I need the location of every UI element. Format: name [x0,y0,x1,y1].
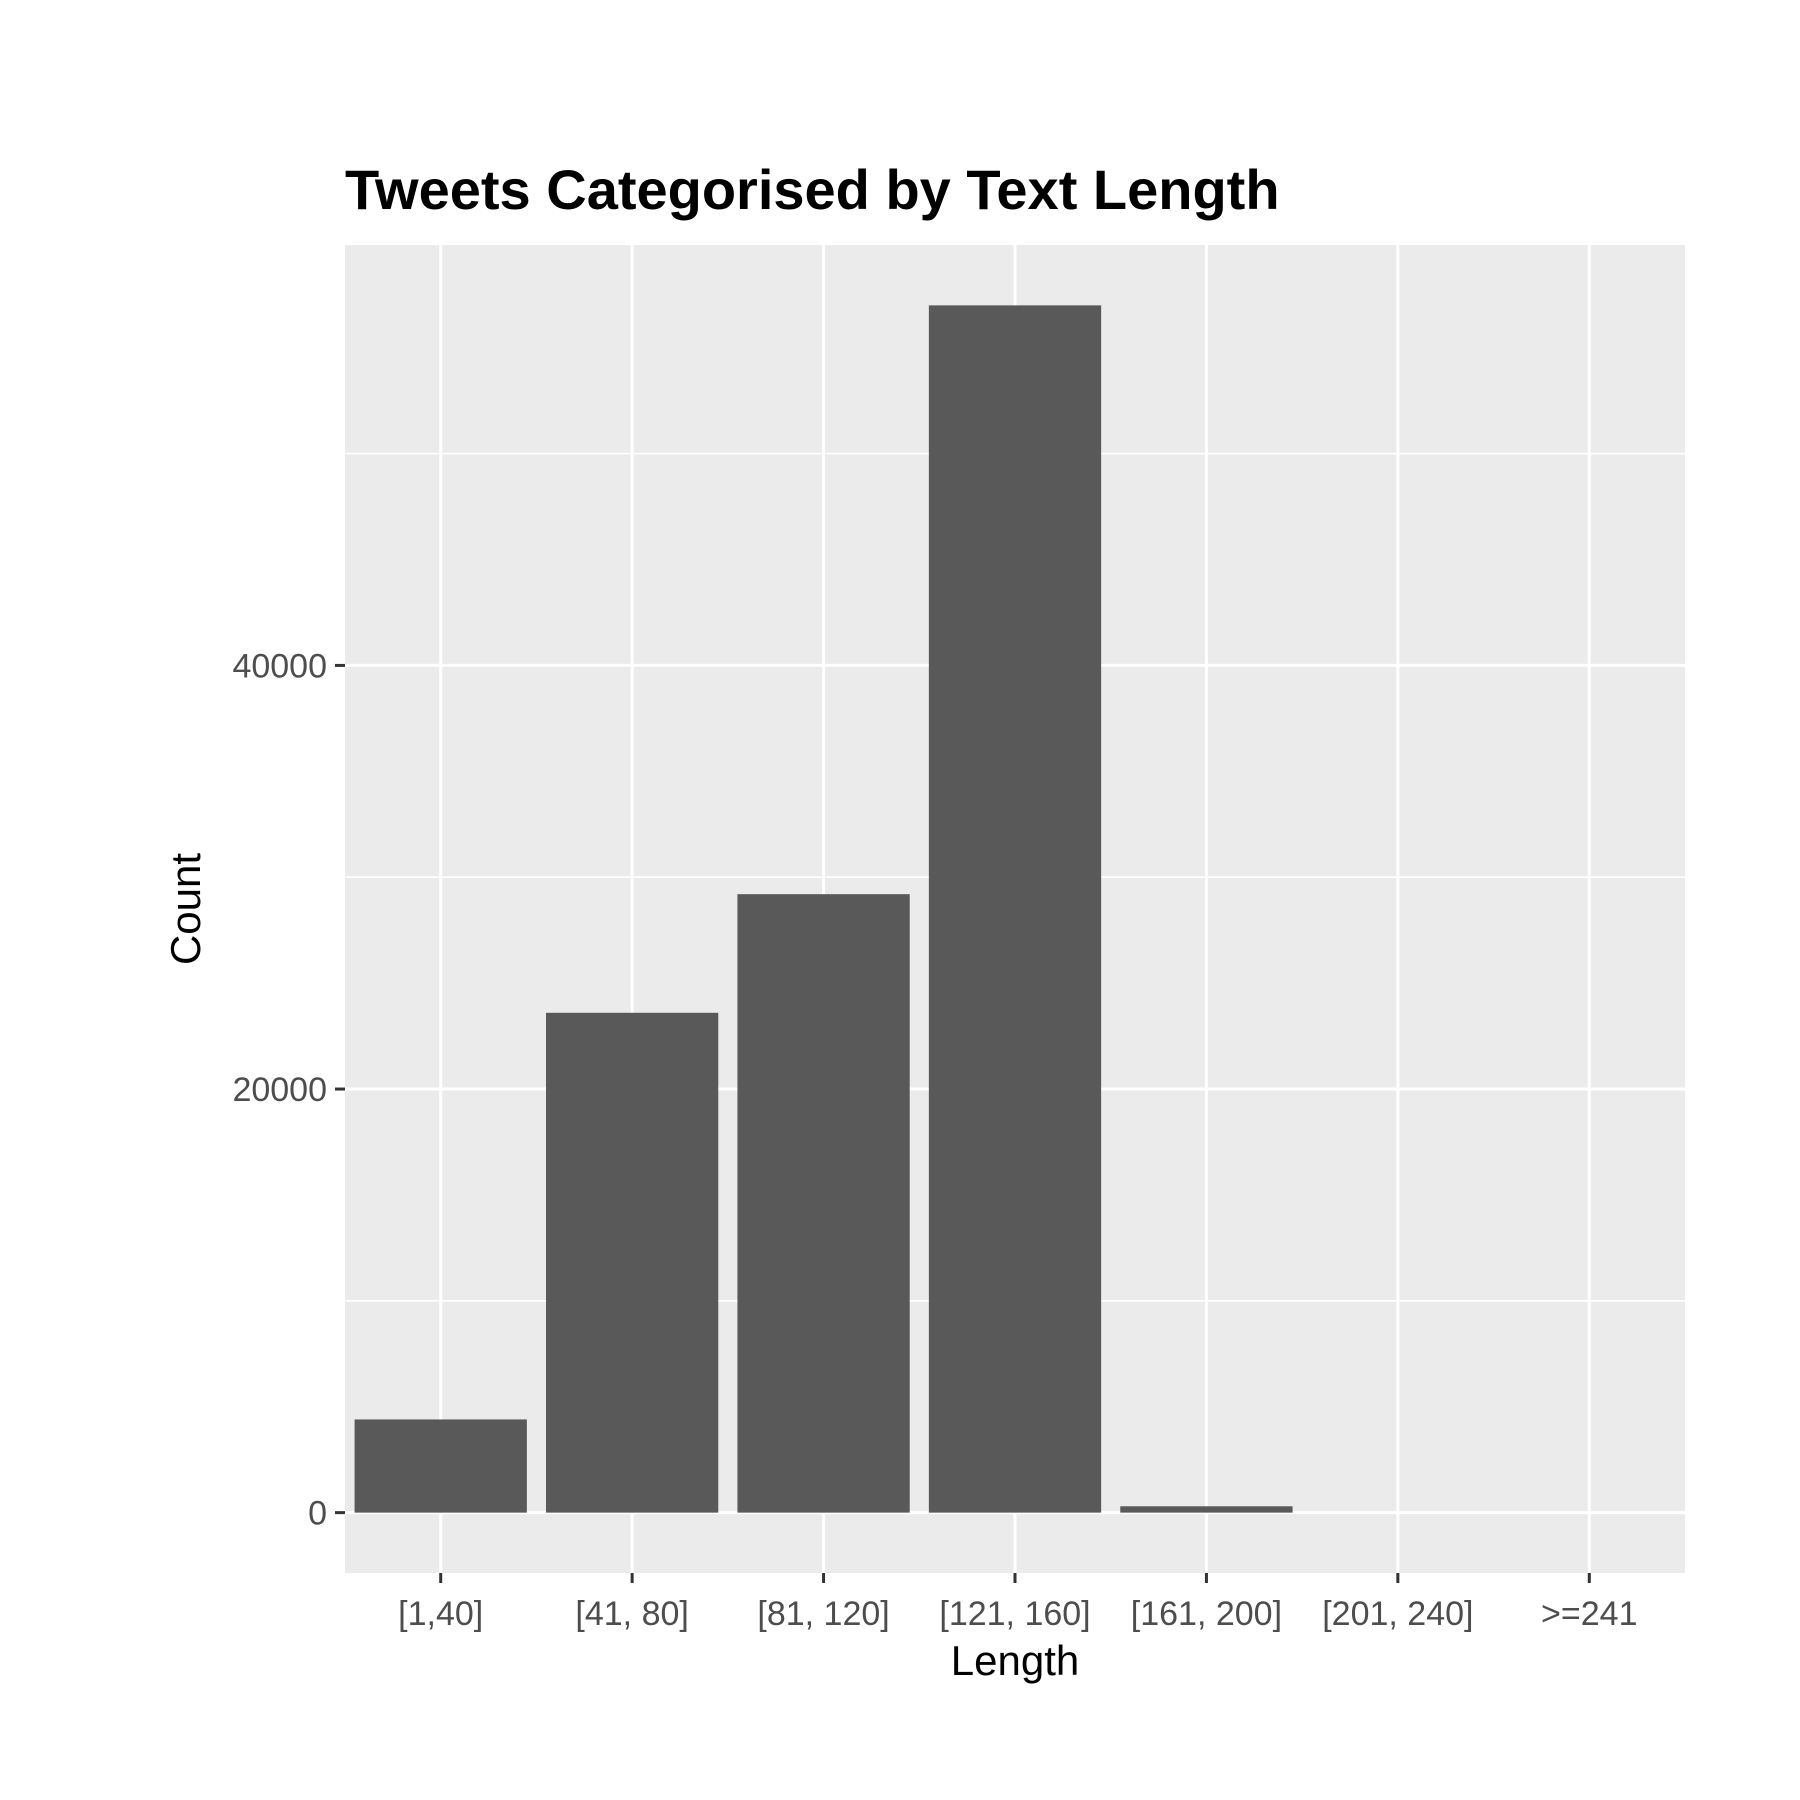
x-tick-label: >=241 [1541,1595,1637,1633]
x-tick-label: [201, 240] [1322,1595,1473,1633]
bar [737,894,910,1513]
y-tick-label: 40000 [232,647,327,685]
x-tick-label: [81, 120] [757,1595,889,1633]
y-tick-label: 20000 [232,1071,327,1109]
bar [354,1419,527,1513]
x-tick-label: [161, 200] [1131,1595,1282,1633]
bar [928,305,1102,1513]
bar [546,1012,719,1513]
x-tick-label: [121, 160] [939,1595,1090,1633]
y-axis-title: Count [162,853,209,965]
bar [1120,1506,1293,1513]
x-tick-label: [41, 80] [575,1595,688,1633]
bar-layer [354,305,1293,1513]
x-tick-label: [1,40] [398,1595,483,1633]
axis-layer: 0 20000 40000 [1,40] [41, 80] [81, 120] [121, … [232,647,1637,1633]
x-axis-title: Length [951,1637,1079,1684]
chart-title: Tweets Categorised by Text Length [345,158,1280,221]
y-tick-label: 0 [308,1495,327,1533]
